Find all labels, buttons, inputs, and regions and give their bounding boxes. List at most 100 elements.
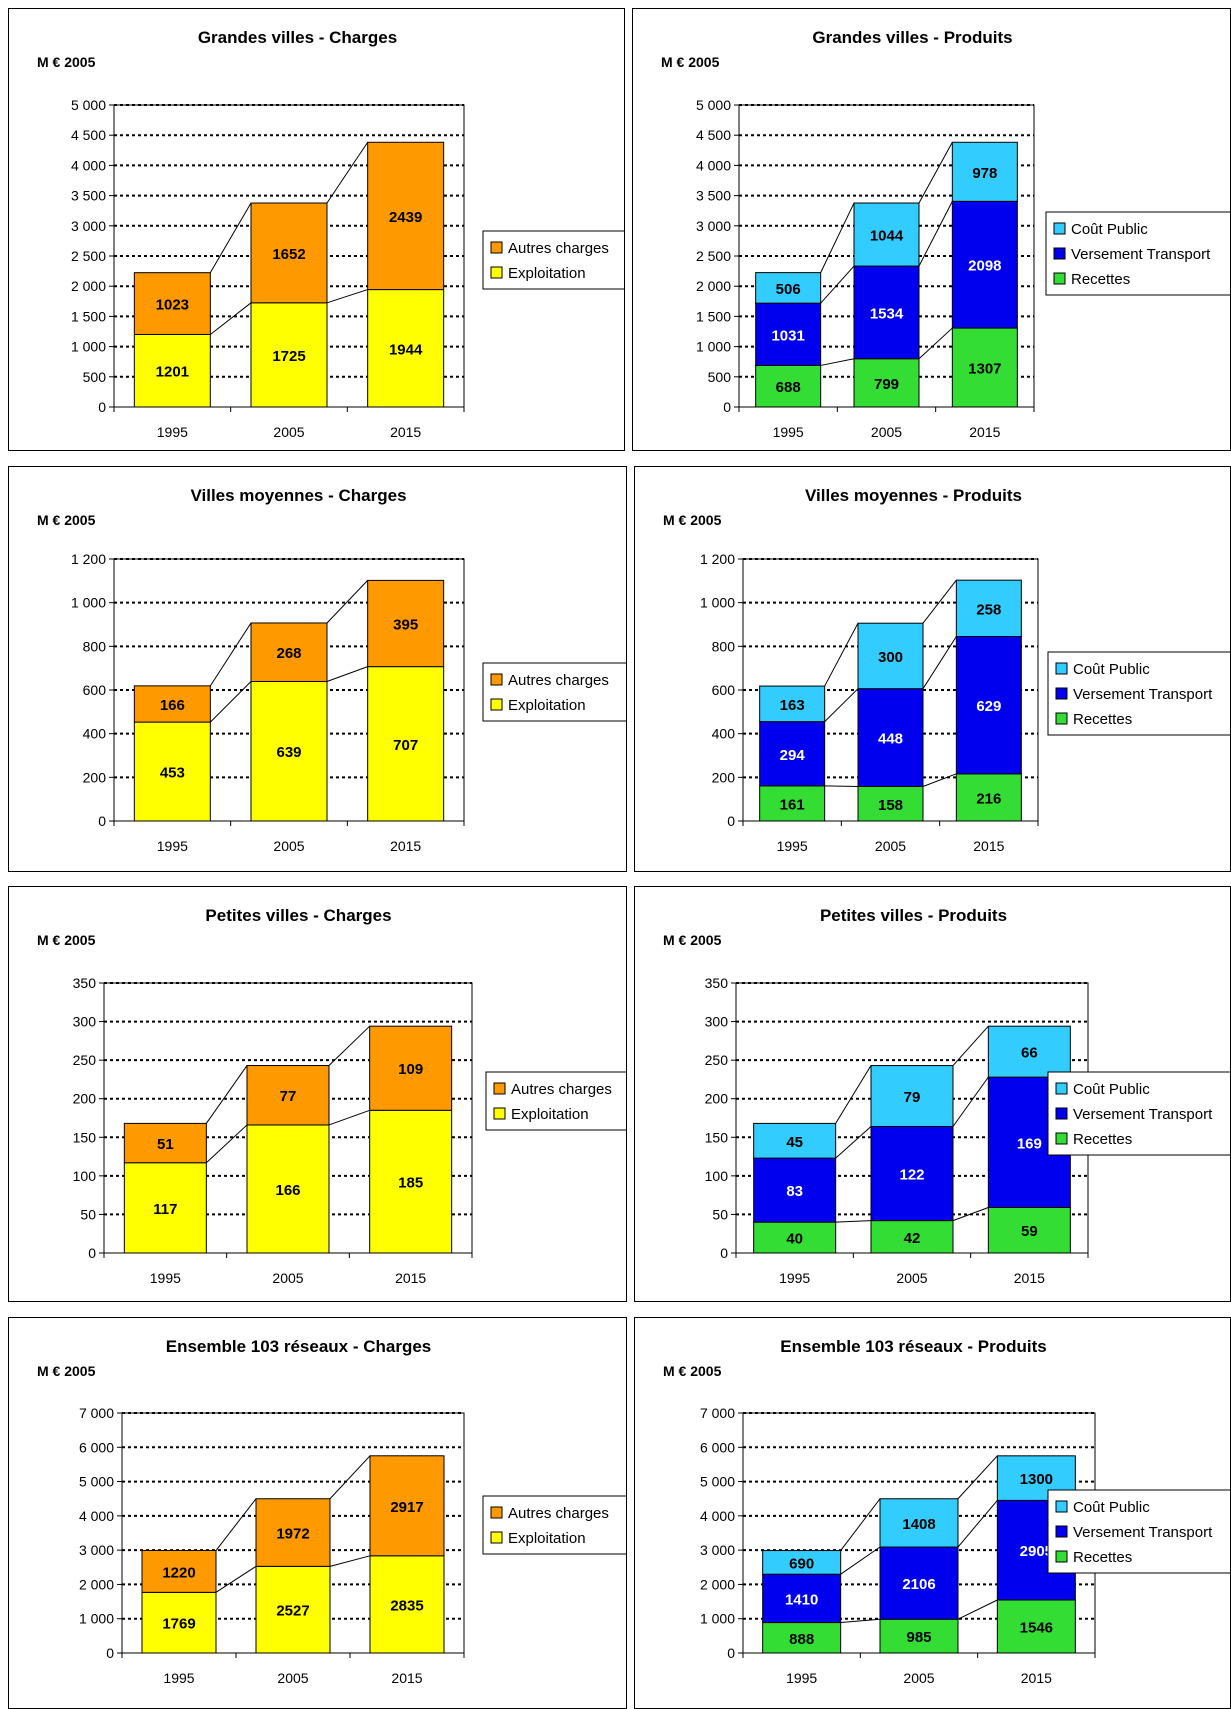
bar-cout-public-1995 <box>753 1122 837 1159</box>
unit-label: M € 2005 <box>663 1363 722 1379</box>
x-tick-label: 2005 <box>903 1670 934 1686</box>
series-connector-line <box>209 681 252 723</box>
x-tick-label: 2015 <box>1014 1270 1045 1286</box>
data-label: 109 <box>398 1061 423 1078</box>
chart-svg: Villes moyennes - Charges M € 2005 0 200 400… <box>37 486 626 854</box>
y-tick-label: 200 <box>712 769 736 785</box>
data-label: 1725 <box>272 348 305 365</box>
bar-autres-charges-2015 <box>367 141 445 291</box>
series-connector-line <box>918 201 953 267</box>
series-connector-line <box>215 1565 257 1593</box>
y-tick-label: 800 <box>83 638 107 654</box>
x-tick-label: 1995 <box>157 424 188 440</box>
legend-label: Recettes <box>1071 271 1130 288</box>
data-label: 1201 <box>156 364 189 381</box>
data-label: 395 <box>393 617 418 634</box>
data-label: 2905 <box>1020 1543 1053 1560</box>
data-label: 1769 <box>162 1616 195 1633</box>
y-tick-label: 5 000 <box>696 97 731 113</box>
y-tick-label: 0 <box>88 1245 96 1261</box>
legend-swatch <box>1053 247 1066 260</box>
x-tick-label: 2005 <box>277 1670 308 1686</box>
y-tick-label: 6 000 <box>700 1439 735 1455</box>
y-tick-label: 5 000 <box>79 1474 114 1490</box>
legend-label: Autres charges <box>508 240 609 257</box>
legend-box <box>1047 651 1230 736</box>
bar-exploitation-2005 <box>246 1124 330 1254</box>
chart-svg: Petites villes - Charges M € 2005 0 50 100 15… <box>37 906 626 1286</box>
y-tick-label: 5 000 <box>700 1474 735 1490</box>
data-label: 1300 <box>1020 1471 1053 1488</box>
y-tick-label: 0 <box>720 1245 728 1261</box>
bar-autres-charges-2005 <box>250 622 328 682</box>
series-connector-line <box>922 773 957 787</box>
legend-label: Versement Transport <box>1073 1524 1213 1541</box>
series-connector-line <box>209 622 252 687</box>
chart-panel-grandes-villes-produits: Grandes villes - Produits M € 2005 0 500 1 0… <box>632 8 1231 451</box>
data-label: 888 <box>789 1631 814 1648</box>
data-label: 506 <box>776 281 801 298</box>
chart-svg: Petites villes - Produits M € 2005 0 50 100 1… <box>663 906 1230 1286</box>
bar-cout-public-2005 <box>879 1498 959 1548</box>
data-label: 2527 <box>276 1603 309 1620</box>
legend-label: Coût Public <box>1071 221 1148 238</box>
legend-label: Autres charges <box>511 1081 612 1098</box>
data-label: 77 <box>280 1088 297 1105</box>
unit-label: M € 2005 <box>37 512 96 528</box>
y-tick-label: 100 <box>73 1168 97 1184</box>
legend-swatch <box>1055 1525 1068 1538</box>
unit-label: M € 2005 <box>37 54 96 70</box>
legend-label: Exploitation <box>508 1530 586 1547</box>
y-tick-label: 600 <box>712 682 736 698</box>
chart-title: Ensemble 103 réseaux - Charges <box>166 1337 432 1356</box>
y-tick-label: 4 000 <box>700 1508 735 1524</box>
data-label: 1534 <box>870 305 904 322</box>
x-tick-label: 1995 <box>150 1270 181 1286</box>
legend-swatch <box>490 1506 503 1519</box>
data-label: 169 <box>1017 1135 1042 1152</box>
chart-panel-petites-villes-produits: Petites villes - Produits M € 2005 0 50 100 1… <box>634 886 1231 1302</box>
y-tick-label: 600 <box>83 682 107 698</box>
data-label: 163 <box>780 697 805 714</box>
bar-cout-public-1995 <box>759 685 826 723</box>
series-connector-line <box>824 688 859 723</box>
data-label: 166 <box>275 1182 300 1199</box>
y-tick-label: 1 000 <box>79 1611 114 1627</box>
x-tick-label: 2015 <box>391 1670 422 1686</box>
y-tick-label: 7 000 <box>700 1405 735 1421</box>
series-connector-line <box>824 785 859 788</box>
y-tick-label: 0 <box>727 1645 735 1661</box>
data-label: 978 <box>972 165 997 182</box>
legend-box <box>1045 211 1230 296</box>
legend-swatch <box>1055 687 1068 700</box>
series-connector-line <box>205 1124 248 1164</box>
chart-panel-grandes-villes-charges: Grandes villes - Charges M € 2005 0 500 1 00… <box>8 8 625 451</box>
y-tick-label: 300 <box>705 1014 729 1030</box>
legend-swatch <box>1055 712 1068 725</box>
x-tick-label: 2005 <box>273 838 304 854</box>
unit-label: M € 2005 <box>661 54 720 70</box>
data-label: 1220 <box>162 1564 195 1581</box>
chart-svg: Ensemble 103 réseaux - Charges M € 2005 0 1… <box>37 1337 626 1686</box>
data-label: 1044 <box>870 228 904 245</box>
chart-title: Grandes villes - Charges <box>198 28 397 47</box>
chart-title: Petites villes - Produits <box>820 906 1007 925</box>
y-tick-label: 0 <box>98 399 106 415</box>
data-label: 453 <box>160 765 185 782</box>
legend-swatch <box>493 1082 506 1095</box>
y-tick-label: 4 000 <box>696 157 731 173</box>
y-tick-label: 2 000 <box>71 278 106 294</box>
legend-label: Versement Transport <box>1071 246 1211 263</box>
y-tick-label: 3 500 <box>696 188 731 204</box>
data-label: 799 <box>874 376 899 393</box>
data-label: 216 <box>976 790 1001 807</box>
data-label: 2439 <box>389 209 422 226</box>
legend-swatch <box>1055 1550 1068 1563</box>
legend-label: Coût Public <box>1073 1499 1150 1516</box>
bar-exploitation-2005 <box>250 302 328 408</box>
y-tick-label: 250 <box>73 1052 97 1068</box>
series-connector-line <box>326 289 368 304</box>
x-tick-label: 1995 <box>786 1670 817 1686</box>
legend-swatch <box>490 1531 503 1544</box>
bar-versement-transport-2015 <box>955 636 1022 775</box>
